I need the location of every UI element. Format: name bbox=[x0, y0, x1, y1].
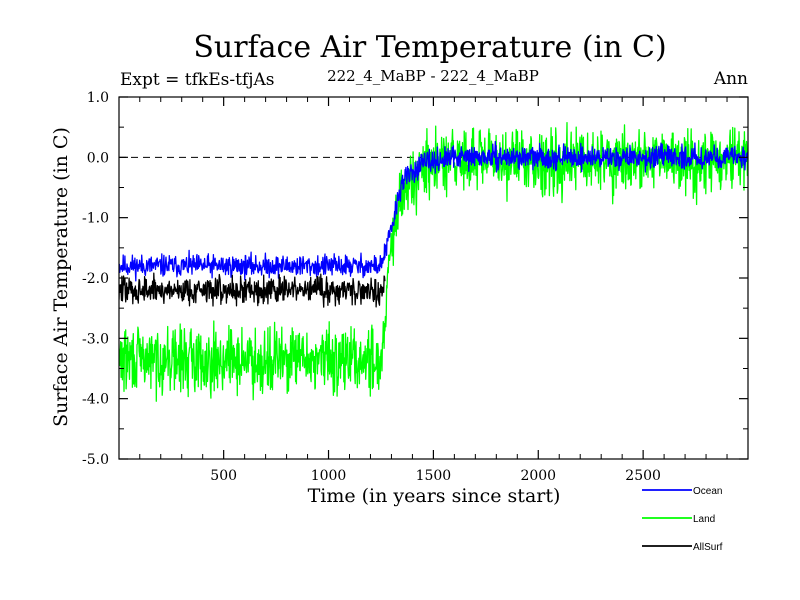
y-tick-label: -5.0 bbox=[82, 452, 109, 468]
y-tick-label: -4.0 bbox=[82, 392, 109, 408]
legend-label-allsurf: AllSurf bbox=[693, 542, 723, 553]
x-tick-label: 2000 bbox=[520, 468, 556, 484]
series-line-land bbox=[119, 121, 748, 402]
x-tick-label: 500 bbox=[210, 468, 237, 484]
y-axis-label: Surface Air Temperature (in C) bbox=[50, 127, 72, 427]
x-axis-label: Time (in years since start) bbox=[308, 485, 561, 507]
y-tick-label: -3.0 bbox=[82, 331, 109, 347]
x-tick-label: 1000 bbox=[311, 468, 347, 484]
chart-title: Surface Air Temperature (in C) bbox=[193, 30, 666, 65]
legend-label-ocean: Ocean bbox=[693, 486, 722, 497]
experiment-label: Expt = tfkEs-tfjAs bbox=[120, 70, 274, 90]
legend: Ocean Land AllSurf bbox=[642, 486, 723, 553]
x-tick-label: 1500 bbox=[416, 468, 452, 484]
legend-label-land: Land bbox=[693, 514, 715, 525]
y-tick-label: 1.0 bbox=[87, 90, 109, 106]
series-line-ocean bbox=[119, 140, 748, 282]
season-label: Ann bbox=[713, 69, 748, 89]
series-line-allsurf bbox=[119, 272, 386, 308]
run-label: 222_4_MaBP - 222_4_MaBP bbox=[327, 67, 539, 85]
y-tick-label: -1.0 bbox=[82, 211, 109, 227]
x-tick-label: 2500 bbox=[625, 468, 661, 484]
y-tick-label: 0.0 bbox=[87, 150, 109, 166]
y-tick-label: -2.0 bbox=[82, 271, 109, 287]
